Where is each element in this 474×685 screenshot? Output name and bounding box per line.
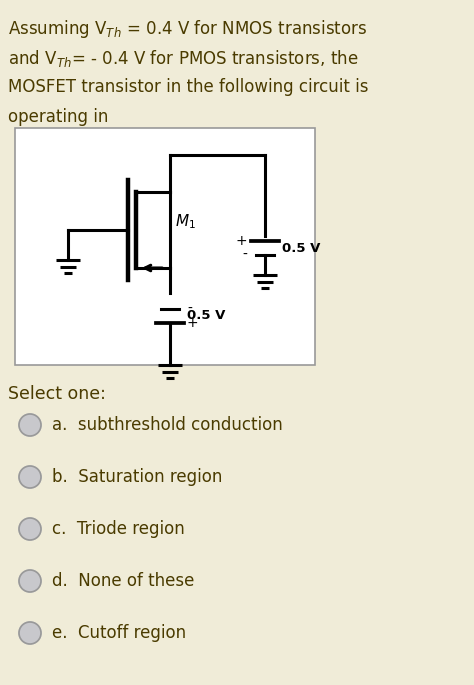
Text: 0.5 V: 0.5 V — [282, 242, 320, 255]
Text: -: - — [187, 301, 192, 316]
Text: 0.5 V: 0.5 V — [187, 309, 225, 322]
Text: $M_1$: $M_1$ — [175, 212, 196, 232]
Text: MOSFET transistor in the following circuit is: MOSFET transistor in the following circu… — [8, 78, 368, 96]
Circle shape — [19, 414, 41, 436]
Text: Assuming V$_{Th}$ = 0.4 V for NMOS transistors: Assuming V$_{Th}$ = 0.4 V for NMOS trans… — [8, 18, 367, 40]
Bar — [15, 128, 315, 365]
Text: and V$_{Th}$= - 0.4 V for PMOS transistors, the: and V$_{Th}$= - 0.4 V for PMOS transisto… — [8, 48, 358, 69]
Text: Select one:: Select one: — [8, 385, 106, 403]
Text: a.  subthreshold conduction: a. subthreshold conduction — [52, 416, 283, 434]
Text: +: + — [236, 234, 247, 248]
Text: operating in: operating in — [8, 108, 109, 126]
Circle shape — [19, 466, 41, 488]
Text: +: + — [187, 316, 199, 329]
Text: c.  Triode region: c. Triode region — [52, 520, 185, 538]
Circle shape — [19, 622, 41, 644]
Circle shape — [19, 518, 41, 540]
Circle shape — [19, 570, 41, 592]
Text: d.  None of these: d. None of these — [52, 572, 194, 590]
Text: -: - — [242, 248, 247, 262]
Text: b.  Saturation region: b. Saturation region — [52, 468, 222, 486]
Text: e.  Cutoff region: e. Cutoff region — [52, 624, 186, 642]
